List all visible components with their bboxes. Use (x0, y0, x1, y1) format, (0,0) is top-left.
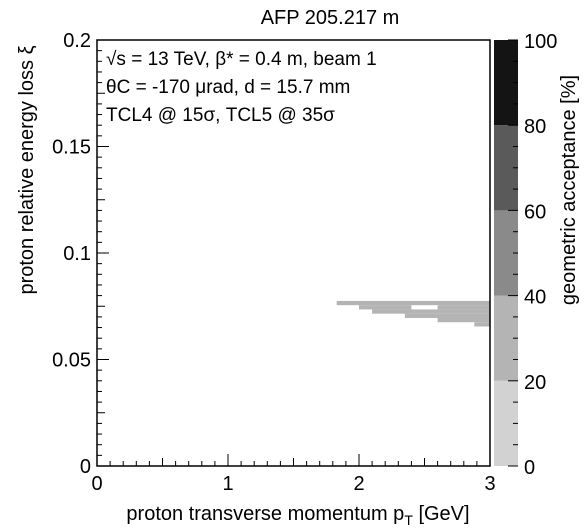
x-axis-label: proton transverse momentum pT [GeV] (126, 503, 469, 528)
annotation-crossing-angle: θC = -170 μrad, d = 15.7 mm (106, 77, 351, 98)
y-tick-label: 0.15 (52, 137, 91, 159)
y-tick-label: 0.2 (63, 30, 91, 52)
y-tick-label: 0 (80, 456, 91, 478)
annotation-energy-beam: √s = 13 TeV, β* = 0.4 m, beam 1 (106, 49, 377, 70)
x-tick-label: 0 (91, 473, 102, 495)
x-axis: 0 1 2 3 (91, 454, 496, 495)
x-tick-label: 1 (222, 473, 233, 495)
heatmap-cell (437, 305, 490, 310)
chart-title: AFP 205.217 m (261, 7, 400, 29)
z-tick-label: 80 (524, 116, 546, 138)
annotation-collimators: TCL4 @ 15σ, TCL5 @ 35σ (106, 105, 335, 126)
z-tick-label: 60 (524, 201, 546, 223)
color-scale-ticks: 0 20 40 60 80 100 (508, 31, 557, 479)
heatmap-cells (336, 300, 490, 327)
z-tick-label: 40 (524, 287, 546, 309)
color-scale-label: geometric acceptance [%] (558, 75, 580, 305)
y-tick-label: 0.05 (52, 350, 91, 372)
y-tick-label: 0.1 (63, 243, 91, 265)
heatmap-cell (359, 305, 412, 310)
heatmap-cell (404, 313, 490, 318)
z-tick-label: 100 (524, 31, 557, 53)
heatmap-cell (437, 317, 490, 323)
heatmap-cell (336, 300, 490, 306)
heatmap-cell (474, 322, 490, 327)
y-axis: 0 0.05 0.1 0.15 0.2 (52, 30, 109, 478)
x-tick-label: 2 (353, 473, 364, 495)
plot-frame (96, 39, 491, 467)
y-axis-label: proton relative energy loss ξ (16, 45, 38, 294)
heatmap-cell (372, 309, 490, 314)
z-tick-label: 20 (524, 372, 546, 394)
x-tick-label: 3 (484, 473, 495, 495)
z-tick-label: 0 (524, 457, 535, 479)
